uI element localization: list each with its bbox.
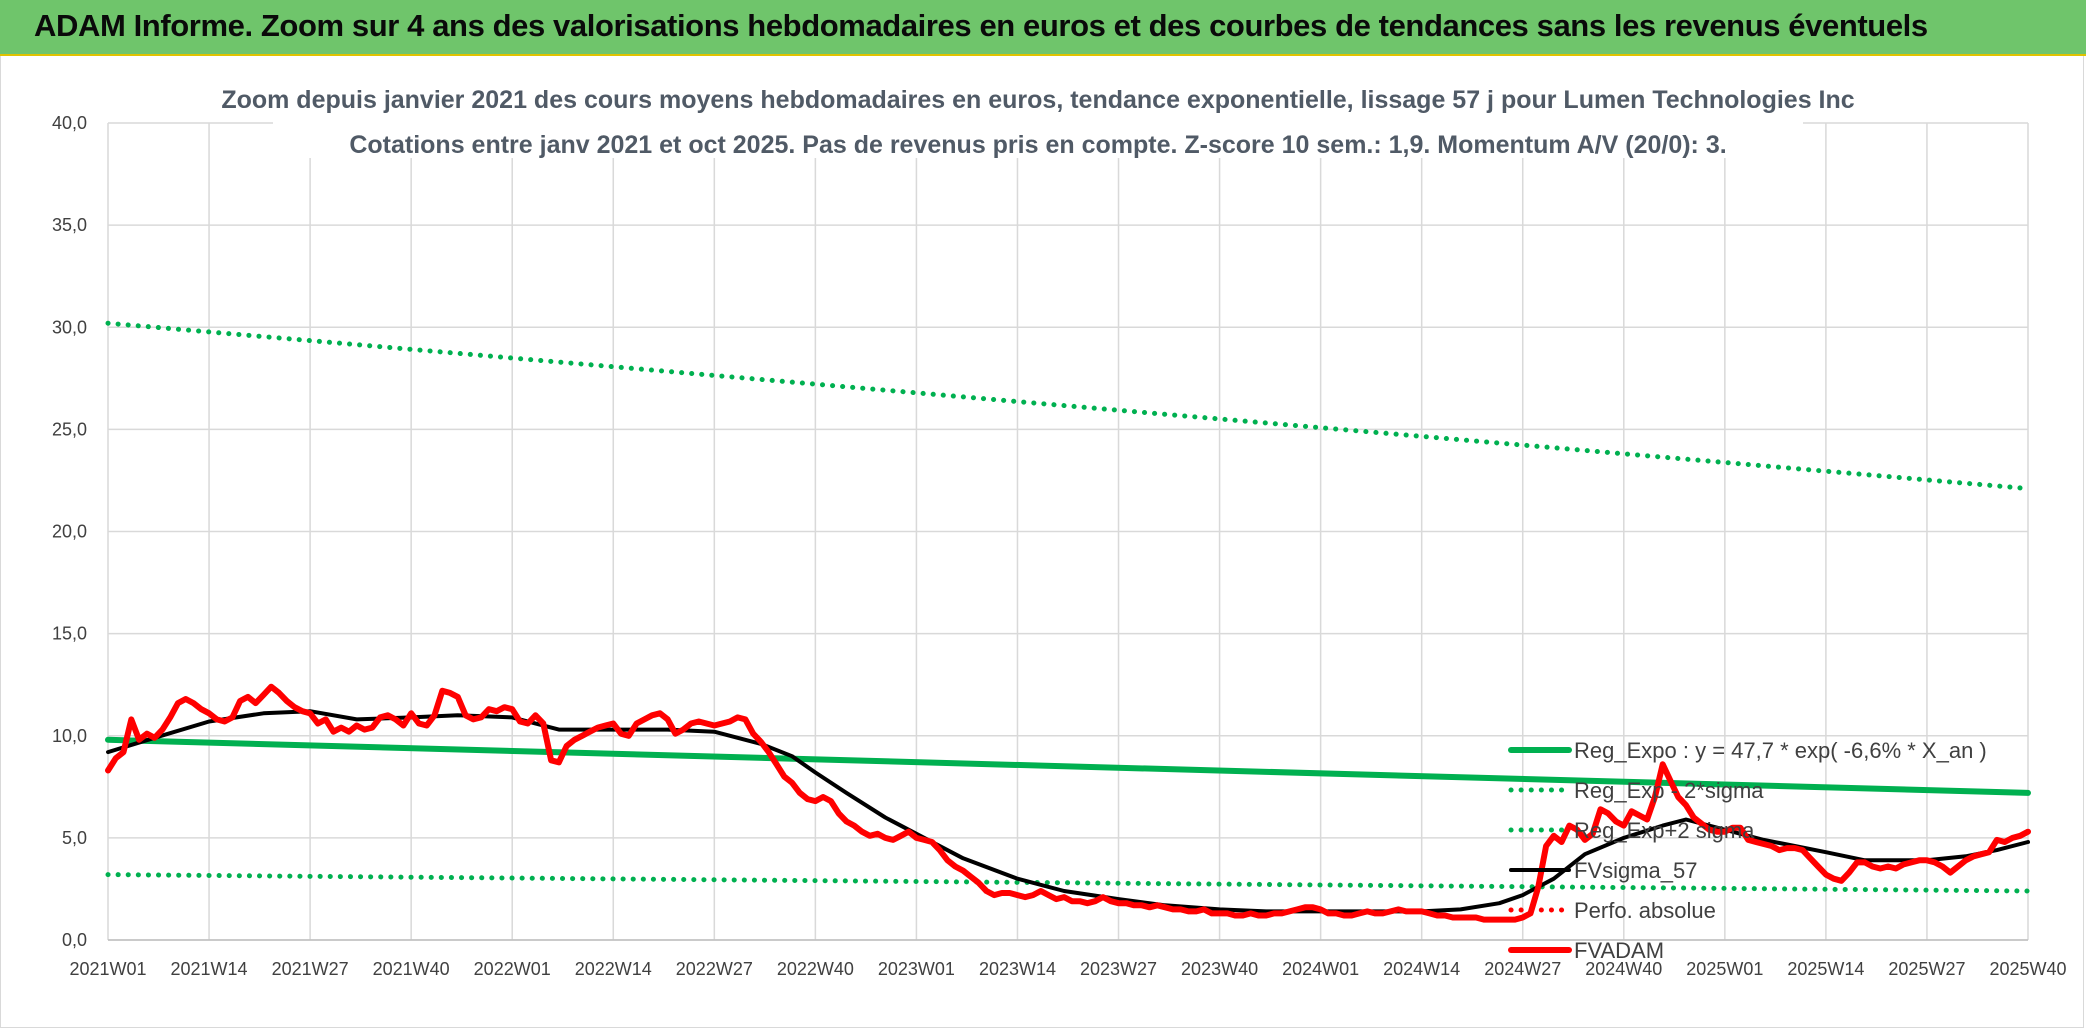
x-tick-label: 2024W27	[1484, 959, 1561, 979]
x-tick-label: 2023W40	[1181, 959, 1258, 979]
x-tick-label: 2022W40	[777, 959, 854, 979]
y-tick-label: 15,0	[52, 624, 87, 644]
chart-title-block: Zoom depuis janvier 2021 des cours moyen…	[221, 82, 1855, 159]
y-tick-label: 5,0	[62, 828, 87, 848]
y-tick-label: 30,0	[52, 317, 87, 337]
y-tick-label: 25,0	[52, 419, 87, 439]
x-tick-label: 2024W40	[1585, 959, 1662, 979]
chart-title: Zoom depuis janvier 2021 des cours moyen…	[221, 86, 1854, 114]
chart-series	[105, 320, 2031, 923]
legend-label: Perfo. absolue	[1574, 898, 1716, 923]
x-tick-label: 2021W14	[171, 959, 248, 979]
x-tick-label: 2021W40	[373, 959, 450, 979]
y-tick-label: 10,0	[52, 726, 87, 746]
x-tick-label: 2022W01	[474, 959, 551, 979]
x-tick-label: 2023W27	[1080, 959, 1157, 979]
x-tick-label: 2025W40	[1989, 959, 2066, 979]
x-tick-label: 2023W14	[979, 959, 1056, 979]
legend-label: FVsigma_57	[1574, 858, 1698, 883]
title-background	[273, 82, 1803, 158]
series-line	[105, 320, 2031, 492]
series-line	[105, 872, 2031, 894]
line-chart: 0,0 5,0 10,0 15,0 20,0 25,0 30,0 35,0 40,0 2021W0…	[52, 82, 2067, 979]
legend-label: Reg_Exp - 2*sigma	[1574, 778, 1764, 803]
legend-label: Reg_Exp+2 sigma	[1574, 818, 1755, 843]
y-tick-label: 0,0	[62, 930, 87, 950]
report-banner: ADAM Informe. Zoom sur 4 ans des valoris…	[0, 0, 2086, 56]
chart-grid	[107, 122, 2029, 941]
legend-label: Reg_Expo : y = 47,7 * exp( -6,6% * X_an …	[1574, 738, 1987, 763]
x-tick-label: 2022W27	[676, 959, 753, 979]
y-tick-label: 40,0	[52, 113, 87, 133]
x-tick-label: 2024W14	[1383, 959, 1460, 979]
x-tick-label: 2025W01	[1686, 959, 1763, 979]
x-tick-label: 2021W01	[69, 959, 146, 979]
legend-label: FVADAM	[1574, 938, 1664, 963]
series-line	[105, 683, 2031, 923]
y-tick-label: 20,0	[52, 522, 87, 542]
chart-axes: 0,0 5,0 10,0 15,0 20,0 25,0 30,0 35,0 40,0 2021W0…	[52, 113, 2067, 979]
x-tick-label: 2023W01	[878, 959, 955, 979]
x-tick-label: 2021W27	[272, 959, 349, 979]
y-tick-label: 35,0	[52, 215, 87, 235]
x-tick-label: 2024W01	[1282, 959, 1359, 979]
x-tick-label: 2022W14	[575, 959, 652, 979]
series-line	[105, 736, 2031, 796]
x-tick-label: 2025W14	[1787, 959, 1864, 979]
report-title: ADAM Informe. Zoom sur 4 ans des valoris…	[34, 8, 1928, 43]
chart-frame: 0,0 5,0 10,0 15,0 20,0 25,0 30,0 35,0 40,0 2021W0…	[0, 56, 2084, 1028]
chart-subtitle: Cotations entre janv 2021 et oct 2025. P…	[349, 131, 1726, 159]
x-tick-label: 2025W27	[1888, 959, 1965, 979]
chart-legend: Reg_Expo : y = 47,7 * exp( -6,6% * X_an …	[1508, 738, 1987, 963]
